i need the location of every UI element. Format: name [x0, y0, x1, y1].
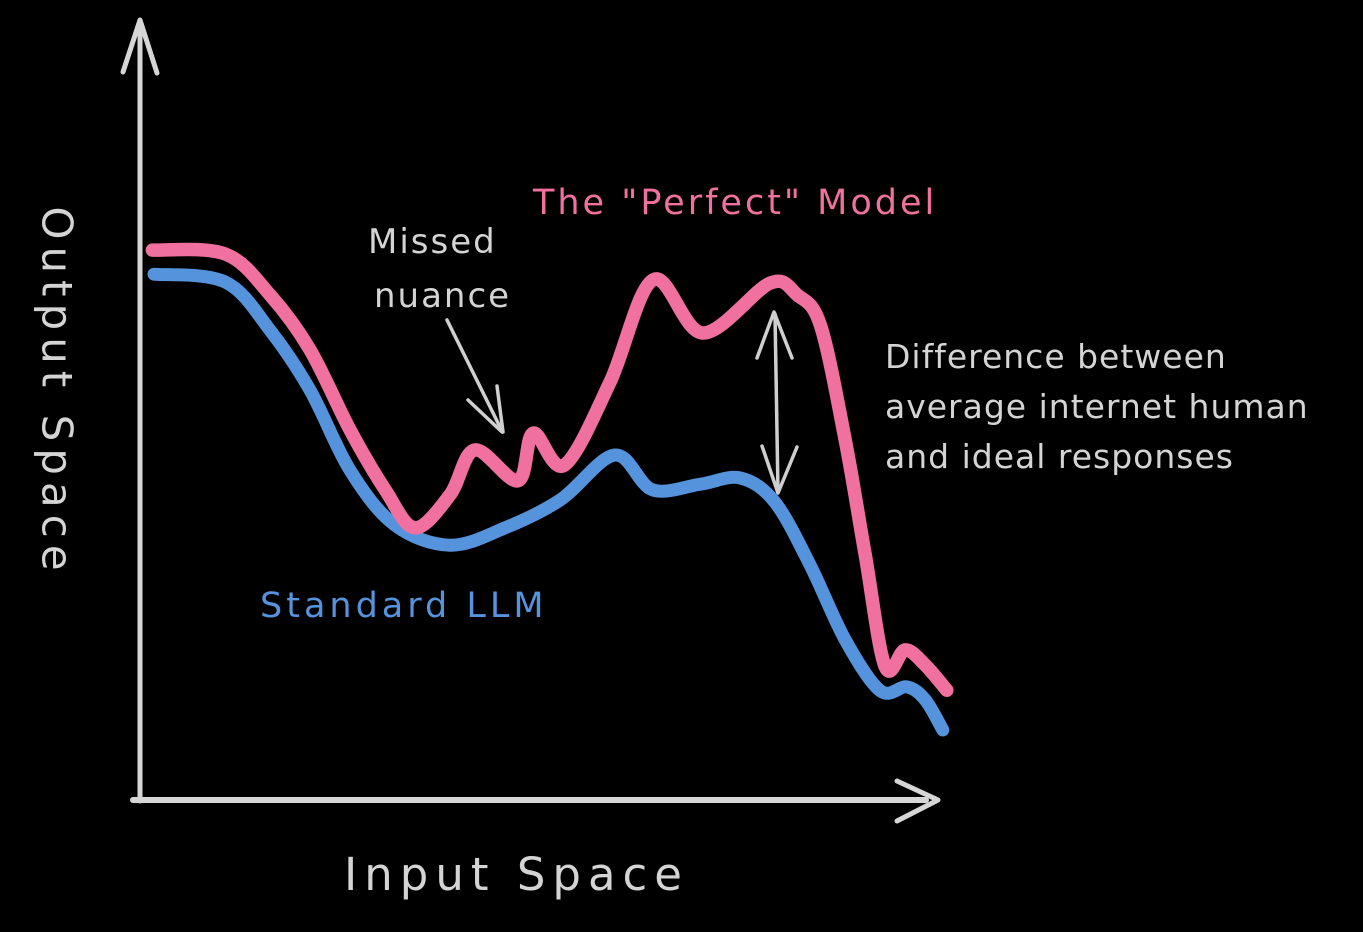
- difference-annotation: Difference between average internet huma…: [885, 332, 1309, 482]
- perfect-model-label: The "Perfect" Model: [533, 183, 938, 223]
- standard-llm-label: Standard LLM: [260, 586, 548, 626]
- y-axis-arrowhead-icon: [120, 17, 160, 76]
- perfect-model-curve: [145, 242, 954, 697]
- x-axis-arrowhead-icon: [894, 778, 941, 824]
- missed-nuance-annotation: Missed nuance: [368, 215, 511, 323]
- y-axis: [120, 17, 160, 804]
- difference-line1: Difference between: [885, 337, 1227, 376]
- missed-nuance-line2: nuance: [374, 276, 512, 316]
- x-axis-label: Input Space: [344, 848, 689, 901]
- difference-range-arrow-icon: [755, 310, 799, 495]
- standard-llm-curve: [147, 267, 950, 737]
- missed-nuance-arrow-icon: [445, 318, 505, 434]
- difference-line3: and ideal responses: [885, 437, 1234, 476]
- y-axis-label: Output Space: [32, 206, 82, 578]
- x-axis: [130, 778, 941, 824]
- missed-nuance-line1: Missed: [368, 222, 497, 262]
- difference-line2: average internet human: [885, 387, 1309, 426]
